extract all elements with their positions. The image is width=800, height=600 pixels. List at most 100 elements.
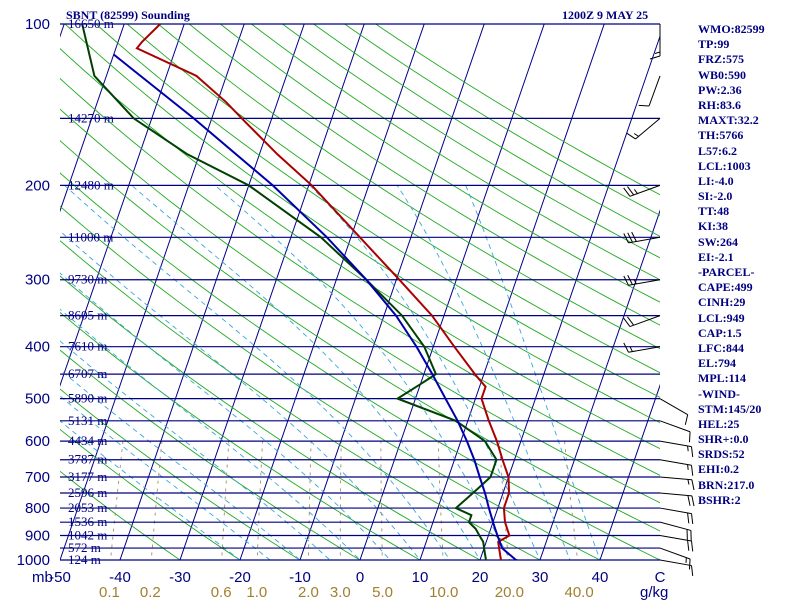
wind-barb (659, 547, 691, 570)
wind-barb (659, 507, 694, 525)
mixing-ratio-line (339, 441, 342, 560)
wind-barb (659, 420, 691, 443)
barb-flag (691, 565, 694, 576)
mixing-ratio-line (256, 441, 263, 560)
index-item: BSHR:2 (698, 492, 741, 507)
wind-barb (659, 476, 695, 491)
index-item: SI:-2.0 (698, 189, 733, 204)
barb-flag (687, 464, 689, 470)
temperature-tick-label: 40 (592, 569, 609, 586)
barb-staff (629, 315, 661, 328)
index-item: LCL:1003 (698, 158, 751, 173)
pressure-tick-label: 200 (25, 177, 50, 194)
index-item: LFC:844 (698, 340, 744, 355)
barb-flag (633, 133, 639, 137)
index-item: MPL:114 (698, 371, 746, 386)
index-item: EL:794 (698, 356, 737, 371)
barb-flag (688, 558, 691, 570)
isotherm-line (60, 24, 185, 387)
wind-barb (623, 275, 661, 286)
index-item: LCL:949 (698, 310, 745, 325)
wind-barb (659, 459, 694, 476)
barb-staff (659, 521, 692, 531)
index-item: WMO:82599 (698, 22, 765, 36)
barb-flag (691, 446, 694, 458)
index-item: SRDS:52 (698, 447, 745, 462)
moist-adiabat-line (60, 369, 301, 560)
isotherm-line (539, 209, 660, 560)
barb-staff (659, 547, 691, 560)
pressure-tick-label: 1000 (17, 552, 50, 569)
index-item: EI:-2.1 (698, 249, 734, 264)
wind-barbs-group (623, 24, 695, 576)
height-label: 16650 m (68, 16, 114, 31)
height-label: 5131 m (68, 413, 107, 428)
barb-flag (627, 186, 635, 196)
wind-barb (659, 534, 694, 552)
barb-flag (638, 104, 650, 107)
index-item: EHI:0.2 (698, 462, 740, 477)
pressure-tick-label: 500 (25, 391, 50, 408)
index-item: MAXT:32.2 (698, 113, 759, 128)
wind-barb (659, 440, 694, 458)
moist-adiabat-line (131, 185, 481, 560)
barb-flag (633, 189, 638, 194)
pressure-tick-label: 400 (25, 339, 50, 356)
wind-barb (659, 559, 694, 576)
wind-barb (638, 75, 661, 107)
mixing-ratio-line (564, 441, 579, 560)
barb-flag (626, 132, 636, 140)
barb-staff (648, 75, 661, 107)
barb-flag (627, 316, 635, 326)
height-label: 1042 m (68, 527, 107, 542)
dry-adiabat-line (60, 388, 301, 560)
height-label: 14270 m (68, 110, 114, 125)
isotherm-line (119, 24, 305, 560)
dry-adiabat-line (60, 172, 660, 560)
dry-adiabat-line (60, 77, 660, 476)
index-item: SHR+:0.0 (698, 432, 749, 447)
index-item: SW:264 (698, 234, 739, 249)
mixing-ratio-label: 10.0 (429, 584, 458, 600)
axis-labels-group: 16650 m 14270 m 12480 m 11000 m 9730 m 8605 m… (17, 16, 669, 600)
moist-adiabat-line (214, 185, 511, 560)
mixing-ratio-label: 2.0 (298, 584, 319, 600)
dry-adiabat-line (188, 24, 660, 326)
barb-staff (628, 279, 661, 286)
barb-flag (623, 275, 629, 286)
barb-flag (688, 431, 691, 443)
temperature-tick-label: 10 (412, 569, 429, 586)
barb-flag (691, 465, 694, 476)
isotherm-line (299, 24, 485, 560)
pressure-tick-label: 100 (25, 16, 50, 33)
wind-barb (623, 231, 661, 244)
wind-barb (659, 521, 692, 541)
index-item: -PARCEL- (698, 265, 755, 279)
barb-staff (659, 440, 692, 448)
wind-barb (626, 118, 661, 140)
mixing-ratio-line (221, 441, 230, 560)
dry-adiabat-line (60, 428, 241, 560)
height-label: 124 m (68, 552, 101, 567)
temperature-tick-label: -40 (109, 569, 131, 586)
isotherm-line (60, 24, 125, 213)
mixing-ratio-line (110, 441, 124, 560)
barb-flag (691, 479, 695, 491)
barb-flag (687, 495, 691, 506)
barb-flag (684, 414, 689, 425)
dry-adiabat-line (281, 24, 660, 259)
height-label: 9730 m (68, 272, 107, 287)
mixing-ratio-label: 20.0 (495, 584, 524, 600)
index-item: CINH:29 (698, 295, 746, 310)
barb-flag (687, 479, 690, 485)
wind-barb (659, 398, 689, 425)
pressure-tick-label: 800 (25, 500, 50, 517)
barb-flag (691, 540, 694, 552)
mixing-ratio-label: 40.0 (564, 584, 593, 600)
mixing-ratio-line (150, 441, 163, 560)
dry-adiabat-line (250, 24, 660, 281)
index-item: BRN:217.0 (698, 477, 755, 492)
mixing-ratio-label: 5.0 (372, 584, 393, 600)
isotherm-line (179, 24, 365, 560)
height-label: 6707 m (68, 366, 107, 381)
